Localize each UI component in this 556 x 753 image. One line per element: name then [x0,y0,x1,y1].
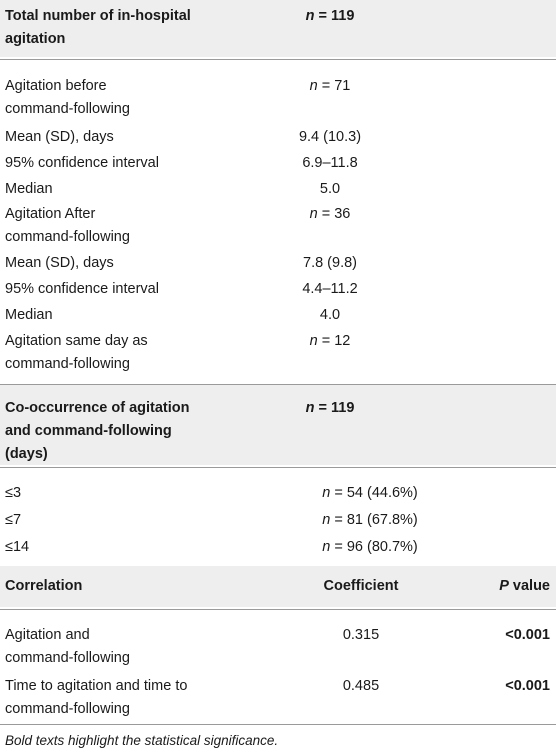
col-correlation: Correlation [5,578,83,594]
divider [0,59,556,60]
divider [0,384,556,385]
col-p-value: P value [499,578,550,594]
footnote: Bold texts highlight the statistical sig… [5,733,279,748]
section1-title: Total number of in-hospital agitation [5,8,191,47]
divider [0,467,556,468]
section2-header: Co-occurrence of agitation and command-f… [0,385,556,465]
section3-header: Correlation Coefficient P value [0,566,556,607]
divider [0,609,556,610]
section2-n: n = 119 [305,400,355,416]
section1-header: Total number of in-hospital agitation n … [0,0,556,57]
section2-title: Co-occurrence of agitation and command-f… [5,400,190,462]
section1-n: n = 119 [305,8,355,24]
divider [0,724,556,725]
col-coefficient: Coefficient [323,578,399,594]
